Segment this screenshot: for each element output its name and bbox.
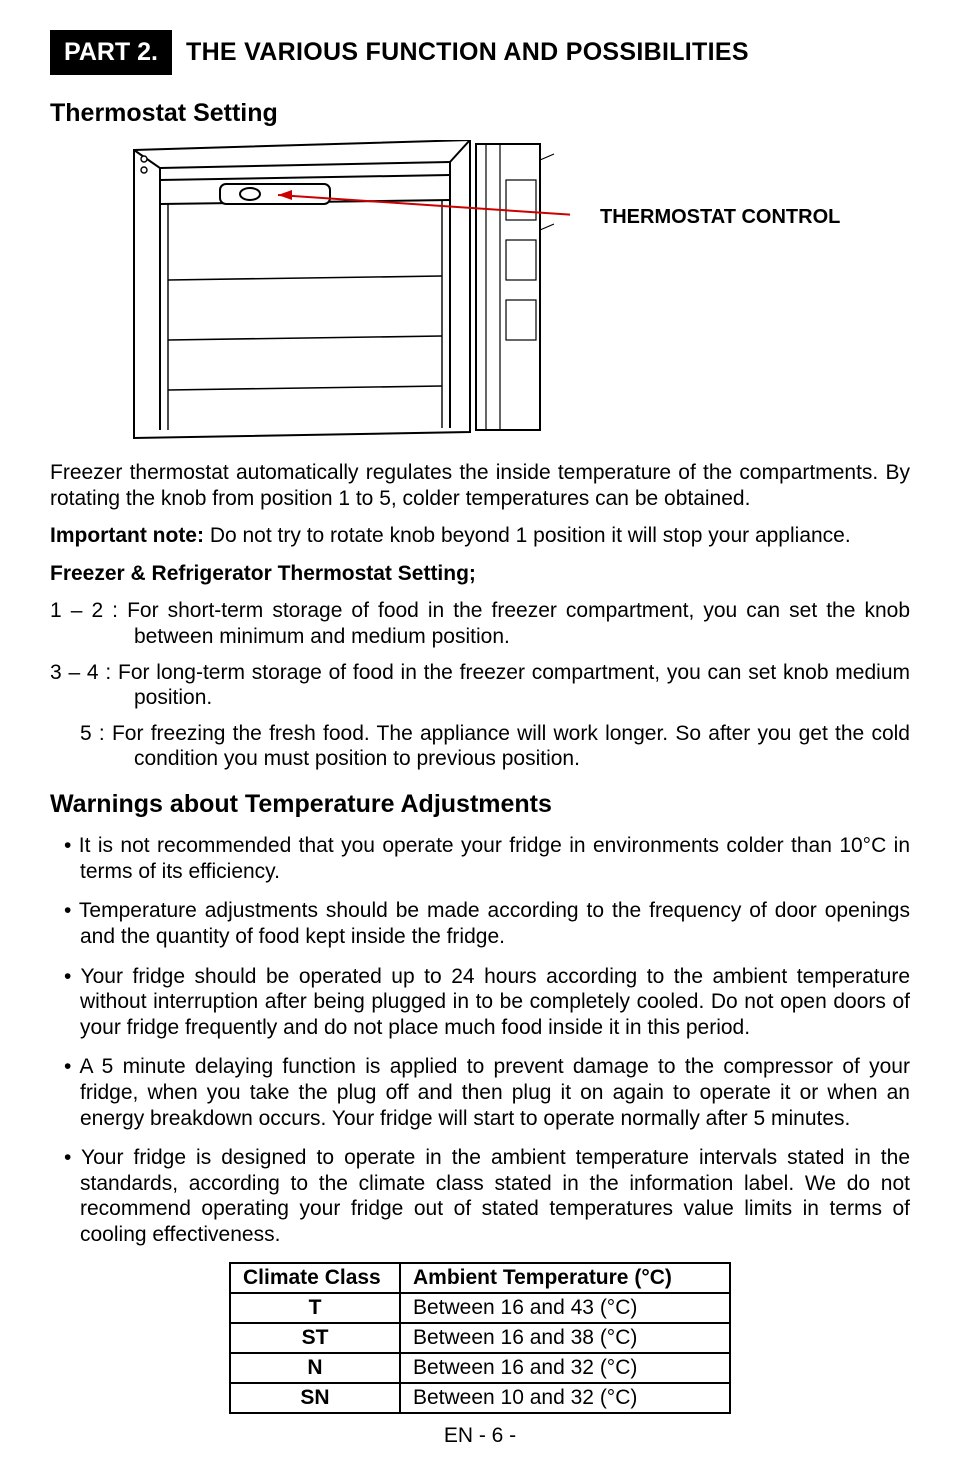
page-number: EN - 6 - bbox=[50, 1424, 910, 1448]
intro-text: Freezer thermostat automatically regulat… bbox=[50, 460, 910, 586]
range-cell: Between 16 and 38 (°C) bbox=[400, 1323, 730, 1353]
fridge-diagram: THERMOSTAT CONTROL bbox=[110, 140, 850, 440]
range-cell: Between 10 and 32 (°C) bbox=[400, 1383, 730, 1413]
setting-lead: 5 : bbox=[80, 722, 112, 745]
range-cell: Between 16 and 43 (°C) bbox=[400, 1293, 730, 1323]
table-row: T Between 16 and 43 (°C) bbox=[230, 1293, 730, 1323]
warning-item: • A 5 minute delaying function is applie… bbox=[50, 1054, 910, 1131]
class-cell: ST bbox=[230, 1323, 400, 1353]
manual-page: PART 2. THE VARIOUS FUNCTION AND POSSIBI… bbox=[0, 0, 960, 1468]
class-cell: T bbox=[230, 1293, 400, 1323]
setting-text: For freezing the fresh food. The applian… bbox=[112, 722, 910, 771]
diagram-container: THERMOSTAT CONTROL bbox=[50, 140, 910, 440]
table-row: ST Between 16 and 38 (°C) bbox=[230, 1323, 730, 1353]
setting-item: 5 : For freezing the fresh food. The app… bbox=[80, 721, 910, 772]
setting-lead: 3 – 4 : bbox=[50, 661, 118, 684]
warnings-heading: Warnings about Temperature Adjustments bbox=[50, 790, 910, 819]
setting-text: For short-term storage of food in the fr… bbox=[127, 599, 910, 648]
class-cell: N bbox=[230, 1353, 400, 1383]
warning-item: • Your fridge is designed to operate in … bbox=[50, 1145, 910, 1247]
part-title: THE VARIOUS FUNCTION AND POSSIBILITIES bbox=[186, 38, 749, 67]
settings-subheading: Freezer & Refrigerator Thermostat Settin… bbox=[50, 561, 910, 587]
fridge-illustration-svg bbox=[110, 140, 570, 440]
setting-text: For long-term storage of food in the fre… bbox=[118, 661, 910, 710]
setting-item: 1 – 2 : For short-term storage of food i… bbox=[50, 598, 910, 649]
important-note-text: Do not try to rotate knob beyond 1 posit… bbox=[204, 524, 851, 547]
warning-text: It is not recommended that you operate y… bbox=[79, 834, 910, 883]
thermostat-callout-label: THERMOSTAT CONTROL bbox=[600, 206, 840, 229]
range-cell: Between 16 and 32 (°C) bbox=[400, 1353, 730, 1383]
setting-lead: 1 – 2 : bbox=[50, 599, 127, 622]
table-row: N Between 16 and 32 (°C) bbox=[230, 1353, 730, 1383]
intro-paragraph-2: Important note: Do not try to rotate kno… bbox=[50, 523, 910, 549]
warning-text: Your fridge is designed to operate in th… bbox=[80, 1146, 910, 1246]
warnings-list: • It is not recommended that you operate… bbox=[50, 833, 910, 1248]
part-header: PART 2. THE VARIOUS FUNCTION AND POSSIBI… bbox=[50, 30, 910, 75]
table-row: SN Between 10 and 32 (°C) bbox=[230, 1383, 730, 1413]
warning-item: • Your fridge should be operated up to 2… bbox=[50, 964, 910, 1041]
setting-item: 3 – 4 : For long-term storage of food in… bbox=[50, 660, 910, 711]
warning-item: • It is not recommended that you operate… bbox=[50, 833, 910, 884]
col-header-class: Climate Class bbox=[230, 1263, 400, 1293]
col-header-temp: Ambient Temperature (°C) bbox=[400, 1263, 730, 1293]
warning-text: Temperature adjustments should be made a… bbox=[79, 899, 910, 948]
section-heading-thermostat: Thermostat Setting bbox=[50, 99, 910, 128]
warning-text: Your fridge should be operated up to 24 … bbox=[80, 965, 910, 1039]
warning-item: • Temperature adjustments should be made… bbox=[50, 898, 910, 949]
table-header-row: Climate Class Ambient Temperature (°C) bbox=[230, 1263, 730, 1293]
class-cell: SN bbox=[230, 1383, 400, 1413]
important-note-label: Important note: bbox=[50, 524, 204, 547]
warning-text: A 5 minute delaying function is applied … bbox=[79, 1055, 910, 1129]
part-badge: PART 2. bbox=[50, 30, 172, 75]
thermostat-settings-list: 1 – 2 : For short-term storage of food i… bbox=[50, 598, 910, 772]
climate-class-table: Climate Class Ambient Temperature (°C) T… bbox=[229, 1262, 731, 1414]
intro-paragraph-1: Freezer thermostat automatically regulat… bbox=[50, 460, 910, 511]
